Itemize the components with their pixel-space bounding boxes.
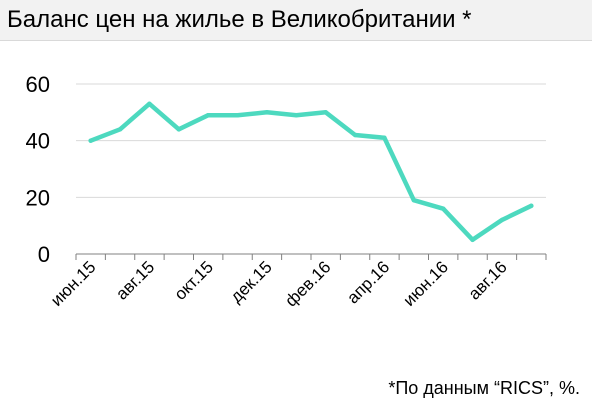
- x-tick-label: авг.16: [465, 257, 511, 303]
- data-point: [440, 206, 446, 211]
- data-point: [294, 112, 299, 118]
- x-tick-label: дек.15: [227, 257, 276, 306]
- y-tick-label: 20: [26, 185, 50, 210]
- data-point: [117, 127, 123, 132]
- series-line: [88, 101, 534, 243]
- footnote: *По данным “RICS”, %.: [388, 378, 580, 398]
- data-point: [499, 217, 505, 223]
- data-point: [323, 110, 328, 115]
- x-tick-label: авг.15: [112, 257, 158, 303]
- title-bar: Баланс цен на жилье в Великобритании *: [0, 0, 592, 41]
- data-point: [147, 101, 152, 107]
- chart-title: Баланс цен на жилье в Великобритании *: [7, 6, 472, 33]
- data-point: [205, 112, 211, 118]
- x-tick-label: фев.16: [281, 257, 334, 310]
- data-point: [470, 237, 475, 243]
- data-point: [176, 127, 182, 132]
- x-tick-label: окт.15: [171, 257, 217, 303]
- data-point: [411, 197, 417, 203]
- x-tick-label: июн.15: [47, 257, 100, 310]
- data-point: [352, 132, 358, 138]
- y-tick-label: 40: [26, 129, 50, 154]
- x-tick-label: апр.16: [343, 257, 393, 307]
- data-point: [529, 203, 534, 209]
- data-point: [382, 135, 387, 141]
- x-tick-label: июн.16: [399, 257, 452, 310]
- y-tick-label: 60: [26, 72, 50, 97]
- line-chart: 0 20 40 60 июн.15 авг.15 окт.15 дек.15 фев.16 апр…: [26, 72, 547, 311]
- data-point: [88, 138, 93, 143]
- y-tick-label: 0: [38, 242, 50, 267]
- data-point: [235, 112, 240, 118]
- data-point: [264, 110, 270, 115]
